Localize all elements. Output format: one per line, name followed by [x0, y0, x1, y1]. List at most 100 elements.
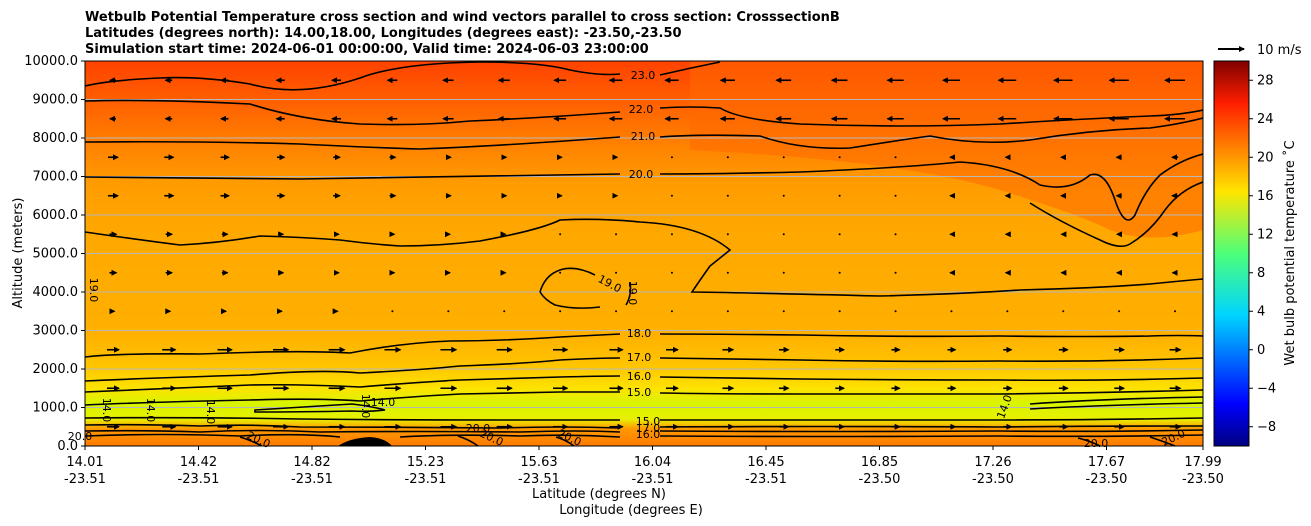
wind-vector — [782, 310, 785, 313]
y-tick-label: 0.0 — [57, 439, 78, 454]
x-tick-lat: 17.26 — [974, 455, 1011, 470]
x-axis-label-lon: Longitude (degrees E) — [559, 503, 703, 518]
y-axis-label: Altitude (meters) — [11, 198, 26, 309]
contour-inline-label: 17.0 — [627, 351, 652, 364]
wind-vector — [559, 310, 562, 313]
wind-vector — [838, 310, 841, 313]
wind-vector — [782, 271, 785, 274]
wind-vector — [503, 310, 506, 313]
wind-vector — [670, 194, 673, 197]
contour-inline-label: 14.0 — [359, 394, 372, 419]
colorbar-tick-label: 20 — [1257, 150, 1274, 165]
wind-vector — [782, 233, 785, 236]
x-tick-lon: -23.51 — [178, 472, 220, 487]
contour-inline-label: 17.0 — [636, 422, 661, 435]
wind-vector — [670, 233, 673, 236]
chart-title-line-1: Wetbulb Potential Temperature cross sect… — [85, 10, 840, 25]
wind-vector — [894, 310, 897, 313]
y-tick-label: 8000.0 — [33, 131, 79, 146]
contour-inline-label: 20.0 — [1084, 437, 1109, 450]
wind-vector — [838, 271, 841, 274]
wind-vector — [559, 233, 562, 236]
contour-19-loop — [539, 267, 632, 309]
warm-region — [690, 61, 1203, 238]
wind-vector — [726, 233, 729, 236]
contour-inline-label: 15.0 — [636, 415, 661, 428]
contour-inline-label: 20.0 — [466, 422, 491, 435]
contour-inline-label: 21.0 — [631, 130, 656, 143]
wind-vector — [726, 194, 729, 197]
contour-15 — [85, 389, 1203, 406]
wind-vector — [894, 156, 897, 159]
wind-vector — [1006, 310, 1009, 313]
colorbar-tick-label: 12 — [1257, 227, 1274, 242]
colorbar-tick-label: 8 — [1257, 266, 1265, 281]
x-tick-lon: -23.51 — [64, 472, 106, 487]
x-tick-lon: -23.51 — [745, 472, 787, 487]
contour-inline-label: 14.0 — [204, 400, 217, 425]
x-tick-lon: -23.50 — [972, 472, 1014, 487]
wind-vector — [782, 194, 785, 197]
contour-low-3 — [85, 429, 1203, 433]
wind-vector — [391, 310, 394, 313]
contour-inline-label: 16.0 — [636, 428, 661, 441]
x-tick-lat: 14.82 — [293, 455, 330, 470]
y-tick-label: 1000.0 — [33, 401, 79, 416]
contour-inline-label: 15.0 — [627, 386, 652, 399]
x-tick-lat: 14.42 — [180, 455, 217, 470]
wind-vector — [838, 194, 841, 197]
x-tick-lat: 17.67 — [1088, 455, 1125, 470]
wind-vector — [670, 271, 673, 274]
wind-key-label: 10 m/s — [1257, 43, 1302, 58]
wind-vector — [670, 156, 673, 159]
wind-vector — [1174, 310, 1177, 313]
contour-lines — [85, 61, 1203, 446]
wind-vector — [838, 233, 841, 236]
wind-vector — [615, 271, 618, 274]
wind-vector — [726, 310, 729, 313]
wind-vector — [782, 156, 785, 159]
colorbar-tick-label: 0 — [1257, 343, 1265, 358]
colorbar-tick-label: 16 — [1257, 189, 1274, 204]
terrain-bump — [338, 437, 392, 446]
wind-vector — [894, 233, 897, 236]
wind-vector — [894, 194, 897, 197]
contour-20 — [85, 153, 1203, 221]
y-axis-ticks: 0.0 1000.0 2000.0 3000.0 4000.0 5000.0 6000.0 7… — [24, 54, 85, 454]
x-tick-lat: 16.04 — [634, 455, 671, 470]
x-tick-lon: -23.50 — [859, 472, 901, 487]
contour-inline-label: 20.0 — [629, 168, 654, 181]
colorbar-tick-label: 4 — [1257, 304, 1265, 319]
contour-16 — [85, 375, 1203, 393]
x-tick-lat: 15.63 — [520, 455, 557, 470]
colorbar-tick-label: −4 — [1257, 381, 1276, 396]
colorbar-tick-label: 24 — [1257, 112, 1274, 127]
contour-23 — [85, 61, 721, 91]
y-tick-label: 2000.0 — [33, 362, 79, 377]
x-tick-lon: -23.50 — [1182, 472, 1224, 487]
x-tick-lon: -23.51 — [291, 472, 333, 487]
contour-inline-label: 22.0 — [629, 103, 654, 116]
wind-vector — [670, 310, 673, 313]
contour-inline-label: 23.0 — [631, 69, 656, 82]
y-tick-label: 5000.0 — [33, 247, 79, 262]
contour-19-upper-right — [1029, 181, 1203, 248]
contour-inline-label: 19.0 — [626, 281, 639, 306]
wind-vector — [950, 310, 953, 313]
wind-vector — [838, 156, 841, 159]
contour-inline-label: 18.0 — [627, 327, 652, 340]
contour-low-1 — [85, 416, 1203, 421]
contour-17 — [85, 357, 1203, 382]
colorbar-tick-label: −8 — [1257, 420, 1276, 435]
chart-title-line-2: Latitudes (degrees north): 14.00,18.00, … — [85, 26, 682, 41]
wind-vector — [726, 271, 729, 274]
wind-vector — [894, 271, 897, 274]
wind-vector — [559, 271, 562, 274]
contour-inline-label: 19.0 — [87, 278, 100, 303]
x-axis-label-lat: Latitude (degrees N) — [532, 487, 666, 502]
contour-inline-label: 14.0 — [100, 398, 113, 423]
contour-20-bottom — [239, 435, 1176, 446]
y-tick-label: 10000.0 — [24, 54, 78, 69]
x-tick-lat: 16.85 — [861, 455, 898, 470]
